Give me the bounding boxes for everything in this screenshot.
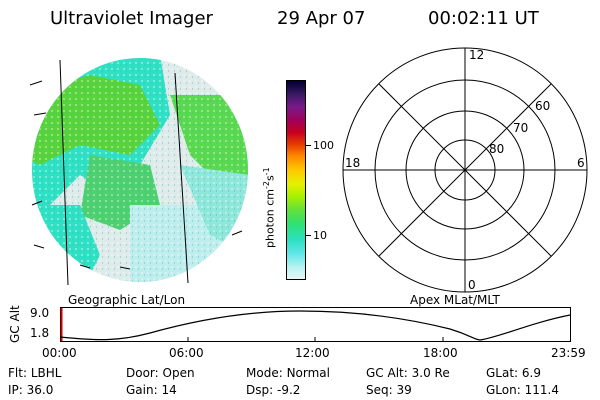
gc-xtick-label: 00:00 [42,346,77,360]
geo-caption: Geographic Lat/Lon [68,293,186,307]
colorbar-tick-label: 10 [313,229,327,242]
colorbar-tick [306,145,311,146]
mlt-label-bottom: 0 [468,278,476,292]
colorbar-tick-label: 100 [313,139,334,152]
polar-grid [342,47,588,293]
gc-alt-ylabel: GC Alt [8,305,22,343]
mlt-label-right: 6 [577,156,585,170]
window-title: Ultraviolet Imager [50,8,213,29]
gc-alt-curve [60,310,571,341]
mlat-label-70: 70 [513,121,528,135]
gc-alt-plot[interactable] [60,307,572,343]
mlat-label-60: 60 [535,99,550,113]
status-gc-alt: GC Alt: 3.0 Re [366,366,450,380]
status-glat: GLat: 6.9 [486,366,542,380]
gc-xtick-label: 18:00 [423,346,458,360]
geo-grid-lines [29,59,243,286]
date-label: 29 Apr 07 [277,8,366,29]
colorbar-tick [306,235,311,236]
uv-disk [32,58,248,282]
mlat-label-80: 80 [489,142,504,156]
status-glon: GLon: 111.4 [486,383,559,397]
status-flt: Flt: LBHL [8,366,62,380]
colorbar-unit-label: photon cm-2s-1 [262,167,277,248]
status-door: Door: Open [126,366,195,380]
time-label: 00:02:11 UT [428,8,539,29]
mlat-mlt-polar-plot[interactable]: 12 18 6 0 60 70 80 [340,45,595,295]
mlt-label-top: 12 [469,48,484,62]
gc-x-ticks [187,337,444,342]
gc-xtick-label: 12:00 [295,346,330,360]
apex-caption: Apex MLat/MLT [410,293,500,307]
mlt-label-left: 18 [345,156,360,170]
gc-ymin-label: 1.8 [30,326,50,340]
status-dsp: Dsp: -9.2 [246,383,301,397]
status-mode: Mode: Normal [246,366,330,380]
colorbar [286,80,306,280]
current-time-marker [60,308,63,341]
gc-ymax-label: 9.0 [30,306,50,320]
gc-xtick-label: 23:59 [551,346,586,360]
gc-xtick-label: 06:00 [169,346,204,360]
status-gain: Gain: 14 [126,383,177,397]
status-ip: IP: 36.0 [8,383,54,397]
status-seq: Seq: 39 [366,383,412,397]
uv-image-panel[interactable] [20,55,260,295]
